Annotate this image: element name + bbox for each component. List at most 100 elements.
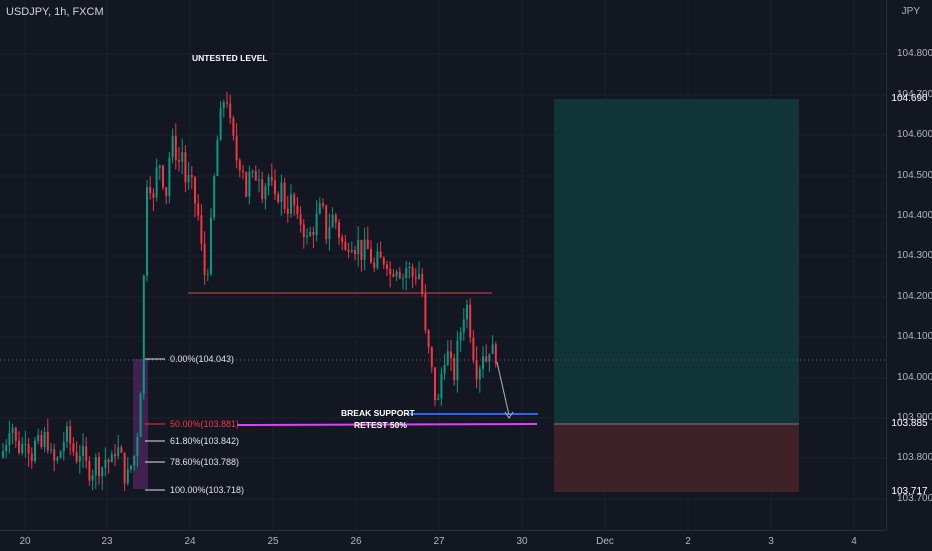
candle-body — [251, 171, 254, 173]
time-tick: Dec — [596, 536, 614, 547]
time-axis[interactable]: 20 23 24 25 26 27 30 Dec 2 3 4 — [0, 530, 886, 551]
price-tick: 104.300 — [897, 250, 932, 261]
candle-body — [472, 337, 475, 361]
candle-body — [360, 239, 363, 260]
candle-body — [200, 215, 203, 244]
candle-body — [107, 459, 110, 463]
candle-body — [328, 227, 331, 240]
candle-body — [59, 451, 62, 458]
candle-body — [142, 275, 145, 394]
candle-body — [123, 452, 126, 484]
candle-body — [190, 174, 193, 178]
candle-body — [270, 176, 273, 181]
candle-body — [24, 444, 27, 446]
candle-body — [405, 268, 408, 278]
price-tick: 104.700 — [897, 89, 932, 100]
price-tick: 104.400 — [897, 210, 932, 221]
candle-body — [312, 231, 315, 235]
candle-body — [78, 455, 81, 462]
candle-body — [395, 271, 398, 277]
stop-price-tag: 103.717 — [891, 486, 928, 497]
candle-body — [85, 446, 88, 461]
candle-body — [126, 469, 129, 484]
candle-body — [347, 249, 350, 252]
candle-body — [469, 304, 472, 338]
candle-body — [421, 273, 424, 295]
time-tick: 30 — [516, 536, 528, 547]
candle-body — [379, 251, 382, 258]
candle-body — [283, 182, 286, 209]
candle-body — [155, 167, 158, 198]
candle-body — [72, 443, 75, 453]
candle-body — [296, 205, 299, 215]
price-chart[interactable] — [0, 0, 886, 530]
candle-body — [174, 136, 177, 161]
candle-body — [50, 449, 52, 451]
candle-body — [437, 398, 440, 400]
candle-body — [178, 160, 180, 162]
candle-body — [34, 440, 36, 462]
candle-body — [245, 171, 248, 197]
candle-body — [315, 213, 318, 235]
price-tick: 104.000 — [897, 372, 932, 383]
time-tick: 26 — [350, 536, 362, 547]
candle-body — [8, 433, 11, 446]
candle-body — [114, 454, 116, 457]
candle-body — [62, 441, 65, 452]
break-support-label: BREAK SUPPORT — [341, 408, 415, 418]
candle-body — [267, 176, 270, 187]
fib-label-0: 0.00%(104.043) — [170, 354, 235, 364]
candle-body — [219, 108, 222, 141]
time-tick: 20 — [19, 536, 31, 547]
candle-body — [238, 160, 241, 171]
candle-body — [98, 457, 100, 477]
candle-body — [488, 353, 491, 362]
candle-body — [30, 453, 33, 462]
candle-body — [46, 432, 49, 451]
candle-body — [338, 222, 340, 238]
profit-zone — [554, 99, 799, 424]
candlestick-series — [2, 91, 497, 491]
time-tick: 3 — [768, 536, 774, 547]
candle-body — [350, 250, 353, 252]
candle-body — [2, 451, 4, 458]
candle-body — [136, 436, 139, 456]
untested-level-label: UNTESTED LEVEL — [192, 53, 268, 63]
fib-label-50: 50.00%(103.881) — [170, 419, 240, 429]
price-tick: 103.700 — [897, 493, 932, 504]
candle-body — [53, 449, 56, 461]
candle-body — [309, 231, 312, 236]
candle-body — [210, 217, 212, 275]
candle-body — [280, 182, 283, 203]
candle-body — [277, 194, 280, 203]
candle-body — [366, 239, 369, 249]
price-axis[interactable]: 104.800 104.700 104.600 104.500 104.400 … — [886, 0, 932, 530]
candle-body — [197, 203, 200, 216]
candle-body — [248, 172, 251, 197]
candle-body — [290, 194, 292, 214]
candle-body — [430, 347, 433, 368]
candle-body — [386, 264, 388, 269]
candle-body — [261, 179, 264, 200]
candle-body — [194, 177, 196, 204]
loss-zone — [554, 424, 799, 492]
candle-body — [485, 356, 488, 362]
candle-body — [475, 360, 478, 380]
take-profit-price-tag: 104.690 — [891, 93, 928, 104]
candle-body — [94, 457, 97, 476]
candle-body — [494, 344, 497, 364]
candle-body — [11, 427, 14, 434]
candle-body — [322, 203, 324, 206]
time-tick: 25 — [267, 536, 279, 547]
candle-body — [18, 440, 20, 453]
candle-body — [382, 257, 385, 265]
price-tick: 103.900 — [897, 412, 932, 423]
candle-body — [491, 344, 494, 354]
price-tick: 104.500 — [897, 170, 932, 181]
candle-body — [414, 277, 417, 279]
candle-body — [299, 214, 302, 225]
candle-body — [146, 186, 148, 276]
candle-body — [226, 102, 228, 104]
entry-price-tag: 103.885 — [891, 418, 928, 429]
candle-body — [466, 304, 468, 320]
